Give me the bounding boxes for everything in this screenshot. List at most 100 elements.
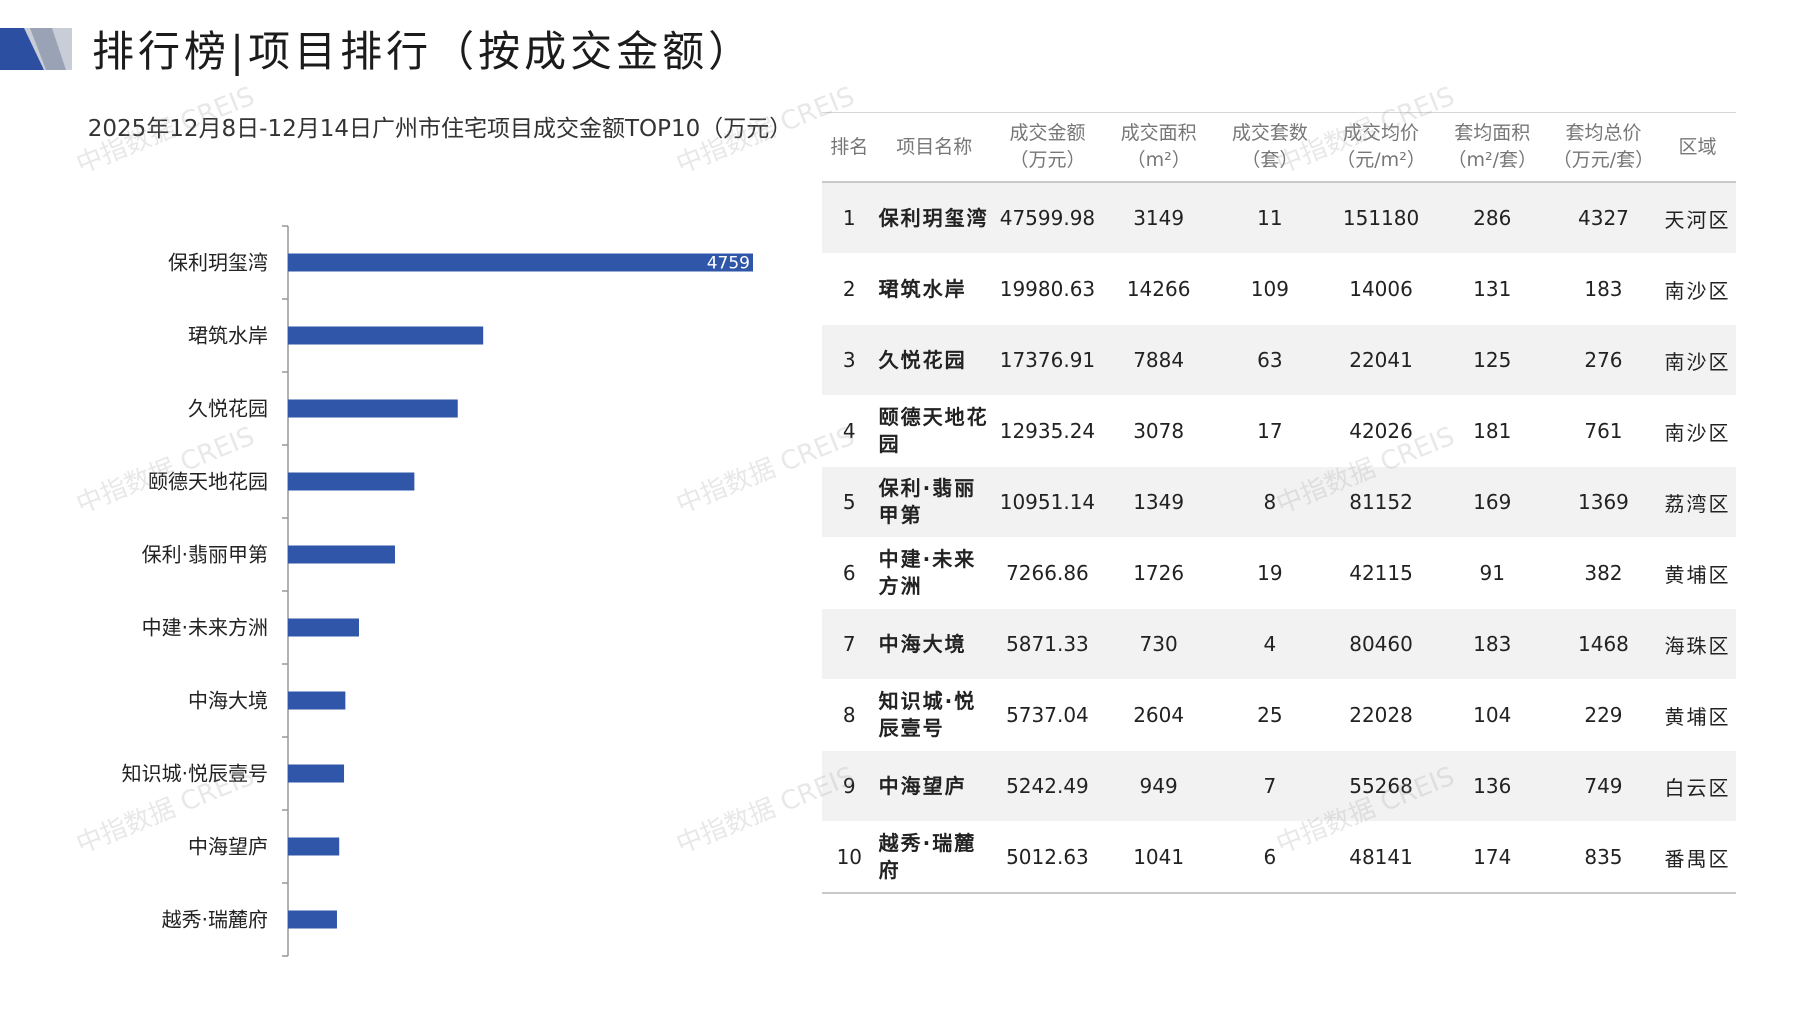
table-cell: 17 — [1214, 395, 1326, 467]
category-label: 中海大境 — [188, 689, 268, 713]
table-cell: 151180 — [1325, 182, 1437, 254]
table-cell: 番禺区 — [1659, 821, 1736, 894]
table-row: 10 越秀·瑞麓府 5012.63 1041 6 48141 174 835 番禺区 — [822, 821, 1736, 894]
table-cell: 91 — [1436, 537, 1548, 609]
table-cell: 14266 — [1103, 253, 1215, 325]
table-header-row: 排名 项目名称 成交金额 （万元） 成交面积 （m²） 成交套数 （套） 成交均价 （元/m²）套… — [822, 112, 1736, 183]
table-cell: 6 — [822, 537, 877, 609]
column-header: 成交面积 （m²） — [1103, 112, 1215, 183]
table-cell: 6 — [1214, 821, 1326, 894]
table-cell: 南沙区 — [1659, 324, 1736, 396]
table-cell: 1369 — [1547, 466, 1660, 538]
table-cell: 10 — [822, 821, 877, 894]
table-row: 7 中海大境 5871.33 730 4 80460 183 1468 海珠区 — [822, 608, 1736, 680]
page-title: 排行榜|项目排行（按成交金额） — [92, 27, 755, 76]
table-cell: 22041 — [1325, 324, 1437, 396]
table-cell: 知识城·悦辰壹号 — [876, 679, 992, 751]
bar — [288, 910, 337, 929]
table-cell: 8 — [822, 679, 877, 751]
table-row: 2 珺筑水岸 19980.63 14266 109 14006 131 183 南沙区 — [822, 253, 1736, 325]
table-cell: 1 — [822, 182, 877, 254]
table-row: 6 中建·未来方洲 7266.86 1726 19 42115 91 382 黄埔区 — [822, 537, 1736, 609]
category-label: 久悦花园 — [188, 397, 268, 421]
table-cell: 47599.98 — [991, 182, 1104, 254]
category-label: 中海望庐 — [188, 835, 268, 859]
table-cell: 25 — [1214, 679, 1326, 751]
data-label: 4759 — [707, 254, 750, 274]
table-cell: 越秀·瑞麓府 — [876, 821, 992, 894]
column-header: 套均面积 （m²/套） — [1436, 112, 1548, 183]
table-cell: 4 — [1214, 608, 1326, 680]
table-cell: 7884 — [1103, 324, 1215, 396]
ranking-table: 排名 项目名称 成交金额 （万元） 成交面积 （m²） 成交套数 （套） 成交均价 （元/m²）套… — [822, 112, 1736, 894]
table-cell: 42115 — [1325, 537, 1437, 609]
table-cell: 104 — [1436, 679, 1548, 751]
table-cell: 7 — [822, 608, 877, 680]
table-cell: 42026 — [1325, 395, 1437, 467]
column-header: 成交套数 （套） — [1214, 112, 1326, 183]
bar — [288, 764, 345, 783]
category-label: 中建·未来方洲 — [142, 616, 268, 640]
table-row: 9 中海望庐 5242.49 949 7 55268 136 749 白云区 — [822, 750, 1736, 822]
table-cell: 19 — [1214, 537, 1326, 609]
table-row: 8 知识城·悦辰壹号 5737.04 2604 25 22028 104 229 黄埔区 — [822, 679, 1736, 751]
table-row: 1 保利玥玺湾 47599.98 3149 11 151180 286 4327 天河区 — [822, 182, 1736, 254]
table-cell: 中海望庐 — [876, 750, 992, 822]
table-cell: 4327 — [1547, 182, 1660, 254]
table-cell: 1041 — [1103, 821, 1215, 894]
table-cell: 183 — [1547, 253, 1660, 325]
table-cell: 81152 — [1325, 466, 1437, 538]
table-cell: 48141 — [1325, 821, 1437, 894]
category-label: 越秀·瑞麓府 — [162, 908, 268, 932]
logo-decoration — [0, 28, 72, 70]
table-cell: 169 — [1436, 466, 1548, 538]
table-cell: 黄埔区 — [1659, 537, 1736, 609]
table-cell: 730 — [1103, 608, 1215, 680]
table-cell: 7 — [1214, 750, 1326, 822]
table-cell: 5 — [822, 466, 877, 538]
table-cell: 天河区 — [1659, 182, 1736, 254]
category-label: 颐德天地花园 — [148, 470, 268, 494]
table-cell: 286 — [1436, 182, 1548, 254]
bar — [288, 691, 346, 710]
table-row: 3 久悦花园 17376.91 7884 63 22041 125 276 南沙区 — [822, 324, 1736, 396]
table-cell: 17376.91 — [991, 324, 1104, 396]
table-cell: 3 — [822, 324, 877, 396]
table-cell: 125 — [1436, 324, 1548, 396]
table-cell: 保利·翡丽甲第 — [876, 466, 992, 538]
column-header: 排名 — [822, 112, 877, 183]
table-cell: 835 — [1547, 821, 1660, 894]
table-cell: 1349 — [1103, 466, 1215, 538]
table-cell: 5012.63 — [991, 821, 1104, 894]
bar — [288, 545, 395, 564]
column-header: 套均总价 （万元/套） — [1547, 112, 1660, 183]
table-cell: 63 — [1214, 324, 1326, 396]
table-cell: 382 — [1547, 537, 1660, 609]
bar — [288, 253, 753, 272]
table-cell: 颐德天地花园 — [876, 395, 992, 467]
table-cell: 22028 — [1325, 679, 1437, 751]
table-cell: 11 — [1214, 182, 1326, 254]
table-cell: 229 — [1547, 679, 1660, 751]
table-cell: 黄埔区 — [1659, 679, 1736, 751]
column-header: 成交均价 （元/m²） — [1325, 112, 1437, 183]
table-cell: 2 — [822, 253, 877, 325]
table-cell: 中建·未来方洲 — [876, 537, 992, 609]
table-cell: 55268 — [1325, 750, 1437, 822]
table-cell: 7266.86 — [991, 537, 1104, 609]
table-cell: 14006 — [1325, 253, 1437, 325]
table-cell: 19980.63 — [991, 253, 1104, 325]
table-cell: 3149 — [1103, 182, 1215, 254]
table-cell: 174 — [1436, 821, 1548, 894]
table-cell: 10951.14 — [991, 466, 1104, 538]
table-cell: 749 — [1547, 750, 1660, 822]
table-cell: 保利玥玺湾 — [876, 182, 992, 254]
table-cell: 1468 — [1547, 608, 1660, 680]
table-row: 5 保利·翡丽甲第 10951.14 1349 8 81152 169 1369 荔湾区 — [822, 466, 1736, 538]
table-cell: 3078 — [1103, 395, 1215, 467]
table-cell: 109 — [1214, 253, 1326, 325]
table-cell: 276 — [1547, 324, 1660, 396]
table-cell: 荔湾区 — [1659, 466, 1736, 538]
table-cell: 海珠区 — [1659, 608, 1736, 680]
table-cell: 南沙区 — [1659, 253, 1736, 325]
